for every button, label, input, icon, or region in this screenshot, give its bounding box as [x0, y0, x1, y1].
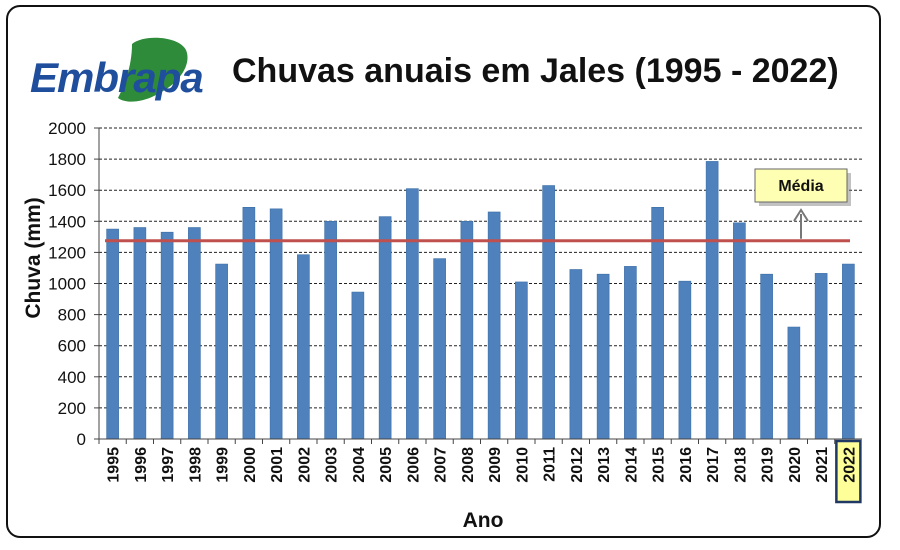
logo-text: Embrapa	[30, 54, 204, 101]
mean-callout-box	[754, 168, 848, 203]
bar-1997	[160, 231, 174, 440]
x-tick-label-1996: 1996	[133, 447, 150, 483]
bar-2009	[487, 211, 501, 440]
x-tick-label-2016: 2016	[678, 447, 695, 483]
bar-2011	[542, 185, 555, 440]
mean-line-layer: Média	[105, 168, 851, 243]
y-tick-label: 400	[58, 368, 86, 387]
bar-2018	[733, 222, 746, 440]
y-axis-label: Chuva (mm)	[22, 197, 45, 318]
bar-2006	[406, 188, 419, 440]
x-tick-label-2004: 2004	[351, 447, 368, 483]
embrapa-logo: Embrapa	[14, 24, 204, 108]
x-tick-label-2001: 2001	[269, 447, 286, 483]
x-tick-label-2018: 2018	[732, 447, 749, 483]
bar-2008	[460, 221, 474, 440]
x-tick-label-2005: 2005	[378, 447, 395, 483]
x-tick-label-2010: 2010	[514, 447, 531, 483]
bar-2005	[378, 216, 392, 440]
bar-2003	[324, 221, 337, 440]
bar-2010	[515, 281, 528, 440]
bar-2004	[351, 291, 365, 440]
y-tick-label: 800	[58, 306, 86, 325]
x-tick-label-2009: 2009	[487, 447, 504, 483]
x-tick-label-1999: 1999	[215, 447, 232, 483]
y-tick-label: 600	[58, 337, 86, 356]
x-tick-label-1997: 1997	[160, 447, 177, 483]
y-tick-label: 2000	[48, 119, 86, 138]
y-tick-label: 1200	[48, 243, 86, 262]
bar-2019	[760, 273, 773, 440]
chart-title: Chuvas anuais em Jales (1995 - 2022)	[232, 52, 839, 90]
highlight-box-2022	[835, 439, 862, 504]
bar-1999	[215, 263, 228, 440]
x-tick-label-2017: 2017	[705, 447, 722, 483]
x-tick-label-2006: 2006	[405, 447, 422, 483]
y-tick-label: 1000	[48, 275, 86, 294]
bar-1996	[133, 227, 147, 440]
x-tick-label-2008: 2008	[460, 447, 477, 483]
bar-2012	[569, 269, 583, 440]
bars-layer	[106, 161, 855, 440]
x-tick-label-2012: 2012	[569, 447, 586, 483]
x-tick-label-2013: 2013	[596, 447, 613, 483]
x-tick-label-2022: 2022	[841, 447, 858, 483]
x-tick-label-2014: 2014	[623, 447, 640, 483]
x-tick-label-2020: 2020	[787, 447, 804, 483]
x-tick-label-2002: 2002	[296, 447, 313, 483]
bar-2020	[787, 326, 801, 440]
y-tick-label: 1800	[48, 150, 86, 169]
grid-layer	[99, 127, 862, 409]
bar-1998	[188, 227, 201, 440]
x-tick-label-1998: 1998	[187, 447, 204, 483]
bar-2016	[678, 280, 692, 440]
x-tick-label-2015: 2015	[651, 447, 668, 483]
bar-2017	[705, 161, 719, 440]
x-tick-label-2003: 2003	[324, 447, 341, 483]
axis-layer: 0 200 400 600 800 1000 1200 1400 1600 1800 2000 199…	[48, 119, 862, 504]
bar-2022	[842, 263, 855, 440]
bar-2014	[624, 266, 637, 440]
logo-graphic	[118, 37, 188, 102]
y-tick-label: 0	[77, 430, 86, 449]
x-tick-label-2021: 2021	[814, 447, 831, 483]
x-tick-label-2019: 2019	[760, 447, 777, 483]
x-tick-label-2007: 2007	[433, 447, 450, 483]
x-tick-label-1995: 1995	[106, 447, 123, 483]
bar-2007	[433, 258, 446, 440]
bar-2002	[297, 254, 310, 440]
bar-1995	[106, 228, 119, 440]
bar-2013	[596, 273, 610, 440]
bar-2001	[269, 208, 283, 440]
y-tick-label: 1400	[48, 212, 86, 231]
y-tick-label: 1600	[48, 181, 86, 200]
bar-2021	[814, 273, 828, 440]
y-tick-label: 200	[58, 399, 86, 418]
x-tick-label-2011: 2011	[542, 447, 559, 482]
x-tick-label-2000: 2000	[242, 447, 259, 483]
mean-callout-label: Média	[778, 178, 823, 195]
mean-arrow-head	[793, 208, 809, 222]
x-axis-label: Ano	[463, 509, 504, 532]
